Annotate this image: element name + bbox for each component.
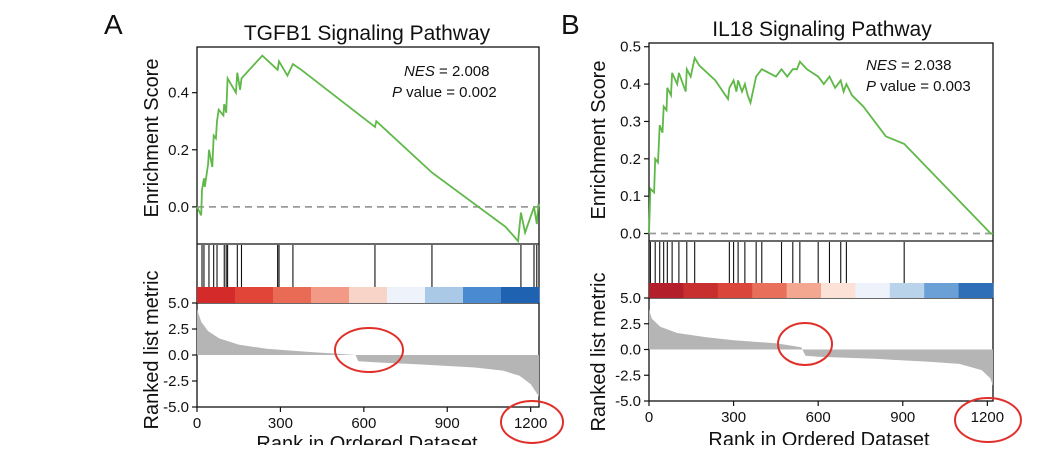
- xtick-label: 1200: [514, 415, 547, 432]
- heatbar-segment: [311, 287, 350, 303]
- heatbar-segment: [649, 283, 684, 298]
- panel-b-nes: NES = 2.038: [866, 57, 951, 74]
- xtick-label: 600: [806, 409, 831, 426]
- es-ytick-label: 0.4: [620, 76, 641, 93]
- heatbar-segment: [273, 287, 312, 303]
- es-ytick-label: 0.3: [620, 113, 641, 130]
- heatbar-segment: [821, 283, 856, 298]
- heatbar-segment: [889, 283, 925, 298]
- xtick-label: 0: [645, 409, 653, 426]
- panel-a-es-curve: [196, 54, 540, 244]
- panel-b-letter: B: [561, 9, 580, 40]
- panel-a-pvalue: P value = 0.002: [392, 84, 497, 101]
- metric-ytick-label: -2.5: [615, 367, 641, 384]
- panel-a-metric-ylabel: Ranked list metric: [141, 271, 163, 430]
- heatbar-segment: [235, 287, 274, 303]
- metric-ytick-label: 2.5: [168, 321, 189, 338]
- panel-a-highlight-circle-end: [500, 400, 564, 444]
- panel-a-nes: NES = 2.008: [404, 63, 489, 80]
- heatbar-segment: [717, 283, 753, 298]
- panel-b-metric-ylabel: Ranked list metric: [588, 273, 610, 432]
- xtick-label: 1200: [971, 409, 1004, 426]
- heatbar-segment: [463, 287, 502, 303]
- panel-b-es-yticks: 0.0 0.1 0.2 0.3 0.4 0.5: [620, 39, 649, 243]
- panel-a-hit-markers: [201, 245, 538, 287]
- es-ytick-label: 0.1: [620, 188, 641, 205]
- metric-ytick-label: 0.0: [168, 347, 189, 364]
- panel-b-xticks: 0 300 600 900 1200: [645, 401, 1004, 426]
- es-ytick-label: 0.2: [168, 142, 189, 159]
- panel-a: A TGFB1 Signaling Pathway Enrichment Sco…: [104, 9, 564, 450]
- heatbar-segment: [425, 287, 464, 303]
- heatbar-segment: [786, 283, 822, 298]
- heatbar-segment: [387, 287, 426, 303]
- heatbar-segment: [349, 287, 388, 303]
- panel-a-xticks: 0 300 600 900 1200: [193, 407, 547, 432]
- xtick-label: 900: [435, 415, 460, 432]
- panel-b-es-ylabel: Enrichment Score: [588, 61, 610, 220]
- metric-ytick-label: 5.0: [620, 290, 641, 307]
- xtick-label: 0: [193, 415, 201, 432]
- xtick-label: 900: [890, 409, 915, 426]
- panel-a-frame: [196, 46, 540, 408]
- panel-a-heatbar: [197, 287, 540, 303]
- es-ytick-label: 0.5: [620, 39, 641, 56]
- metric-ytick-label: 5.0: [168, 295, 189, 312]
- panel-a-es-ylabel: Enrichment Score: [141, 59, 163, 218]
- xtick-label: 600: [351, 415, 376, 432]
- es-ytick-label: 0.2: [620, 151, 641, 168]
- heatbar-segment: [683, 283, 719, 298]
- heatbar-segment: [197, 287, 236, 303]
- es-ytick-label: 0.0: [620, 226, 641, 243]
- panel-b-es-curve: [648, 55, 993, 235]
- panel-b-heatbar: [649, 283, 994, 298]
- xtick-label: 300: [268, 415, 293, 432]
- panel-b-metric-yticks: 5.0 2.5 0.0 -2.5 -5.0: [615, 290, 649, 410]
- panel-b-highlight-circle-end: [954, 397, 1022, 443]
- panel-a-title: TGFB1 Signaling Pathway: [244, 22, 491, 45]
- heatbar-segment: [752, 283, 788, 298]
- panel-a-metric-yticks: 5.0 2.5 0.0 -2.5 -5.0: [163, 295, 197, 416]
- panel-b-xlabel: Rank in Ordered Dataset: [708, 429, 930, 445]
- panel-b: B IL18 Signaling Pathway Enrichment Scor…: [561, 9, 1022, 450]
- es-ytick-label: 0.4: [168, 85, 189, 102]
- panel-a-letter: A: [104, 9, 123, 40]
- xtick-label: 300: [721, 409, 746, 426]
- panel-b-metric-area: [649, 309, 993, 386]
- metric-ytick-label: 2.5: [620, 316, 641, 333]
- panel-b-hit-markers: [649, 242, 905, 283]
- panel-a-xlabel: Rank in Ordered Dataset: [256, 433, 478, 445]
- panel-a-es-yticks: 0.0 0.2 0.4: [168, 85, 197, 216]
- panel-b-highlight-circle-dip: [777, 322, 833, 366]
- metric-ytick-label: 0.0: [620, 342, 641, 359]
- es-ytick-label: 0.0: [168, 199, 189, 216]
- metric-ytick-label: -2.5: [163, 373, 189, 390]
- panel-a-highlight-circle-dip: [334, 327, 404, 373]
- metric-ytick-label: -5.0: [615, 393, 641, 410]
- heatbar-segment: [501, 287, 540, 303]
- panel-a-metric-area: [197, 309, 539, 397]
- heatbar-segment: [855, 283, 891, 298]
- heatbar-segment: [924, 283, 960, 298]
- heatbar-segment: [958, 283, 994, 298]
- panel-b-title: IL18 Signaling Pathway: [712, 18, 932, 41]
- metric-ytick-label: -5.0: [163, 399, 189, 416]
- panel-b-pvalue: P value = 0.003: [866, 78, 971, 95]
